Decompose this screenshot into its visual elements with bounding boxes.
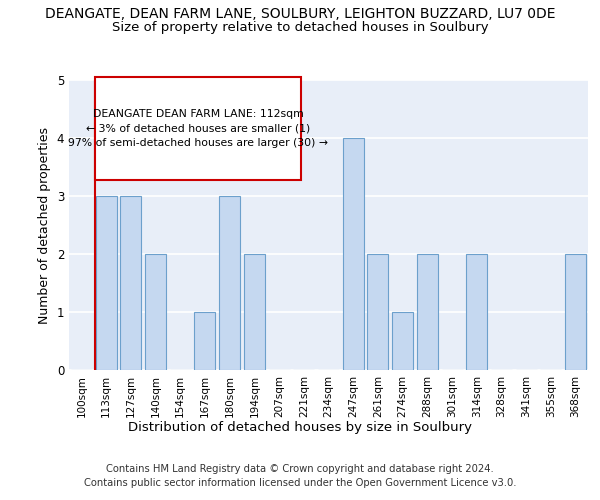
Text: Distribution of detached houses by size in Soulbury: Distribution of detached houses by size …: [128, 421, 472, 434]
Bar: [565, 254, 586, 370]
Text: DEANGATE, DEAN FARM LANE, SOULBURY, LEIGHTON BUZZARD, LU7 0DE: DEANGATE, DEAN FARM LANE, SOULBURY, LEIG…: [45, 8, 555, 22]
Bar: [343, 138, 364, 370]
Bar: [392, 312, 413, 370]
Bar: [145, 254, 166, 370]
Text: Size of property relative to detached houses in Soulbury: Size of property relative to detached ho…: [112, 21, 488, 34]
FancyBboxPatch shape: [95, 77, 301, 180]
Text: Contains HM Land Registry data © Crown copyright and database right 2024.
Contai: Contains HM Land Registry data © Crown c…: [84, 464, 516, 487]
Bar: [244, 254, 265, 370]
Bar: [219, 196, 240, 370]
Bar: [367, 254, 388, 370]
Text: DEANGATE DEAN FARM LANE: 112sqm
← 3% of detached houses are smaller (1)
97% of s: DEANGATE DEAN FARM LANE: 112sqm ← 3% of …: [68, 108, 328, 148]
Bar: [95, 196, 116, 370]
Y-axis label: Number of detached properties: Number of detached properties: [38, 126, 51, 324]
Bar: [194, 312, 215, 370]
Bar: [417, 254, 438, 370]
Bar: [120, 196, 141, 370]
Bar: [466, 254, 487, 370]
